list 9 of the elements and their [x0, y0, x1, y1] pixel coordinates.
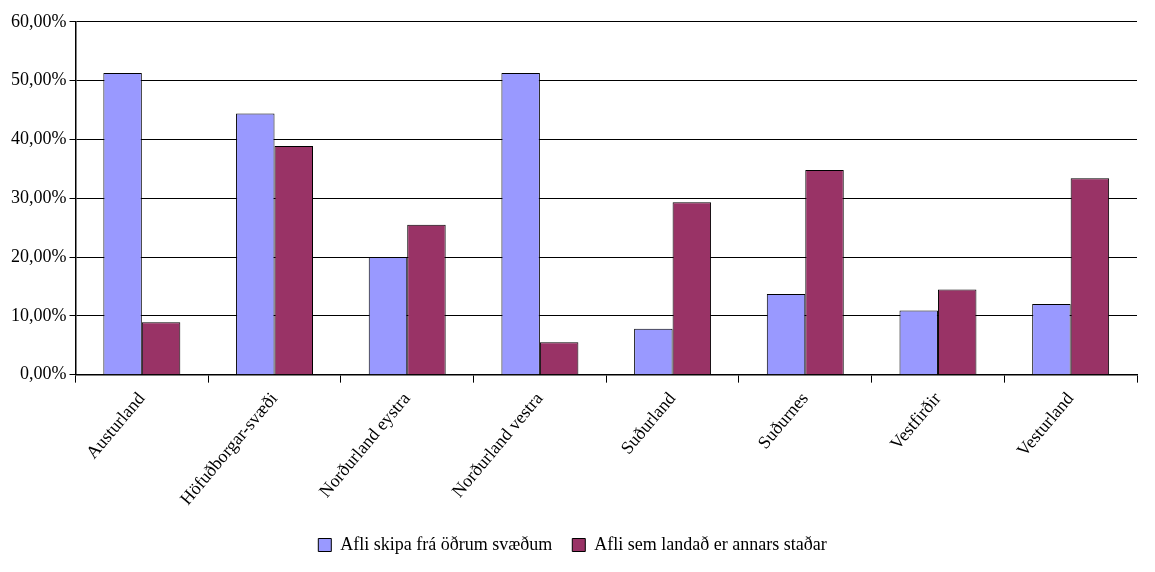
y-tick-label: 30,00% [10, 186, 67, 207]
y-tick-label: 40,00% [10, 128, 67, 149]
y-tick-label: 60,00% [10, 10, 67, 31]
legend-label: Afli skipa frá öðrum svæðum [340, 533, 553, 554]
y-tick-label: 0,00% [19, 363, 67, 384]
legend-label: Afli sem landað er annars staðar [594, 533, 827, 554]
y-tick-label: 10,00% [10, 304, 67, 325]
y-tick-label: 50,00% [10, 69, 67, 90]
y-tick-label: 20,00% [10, 245, 67, 266]
